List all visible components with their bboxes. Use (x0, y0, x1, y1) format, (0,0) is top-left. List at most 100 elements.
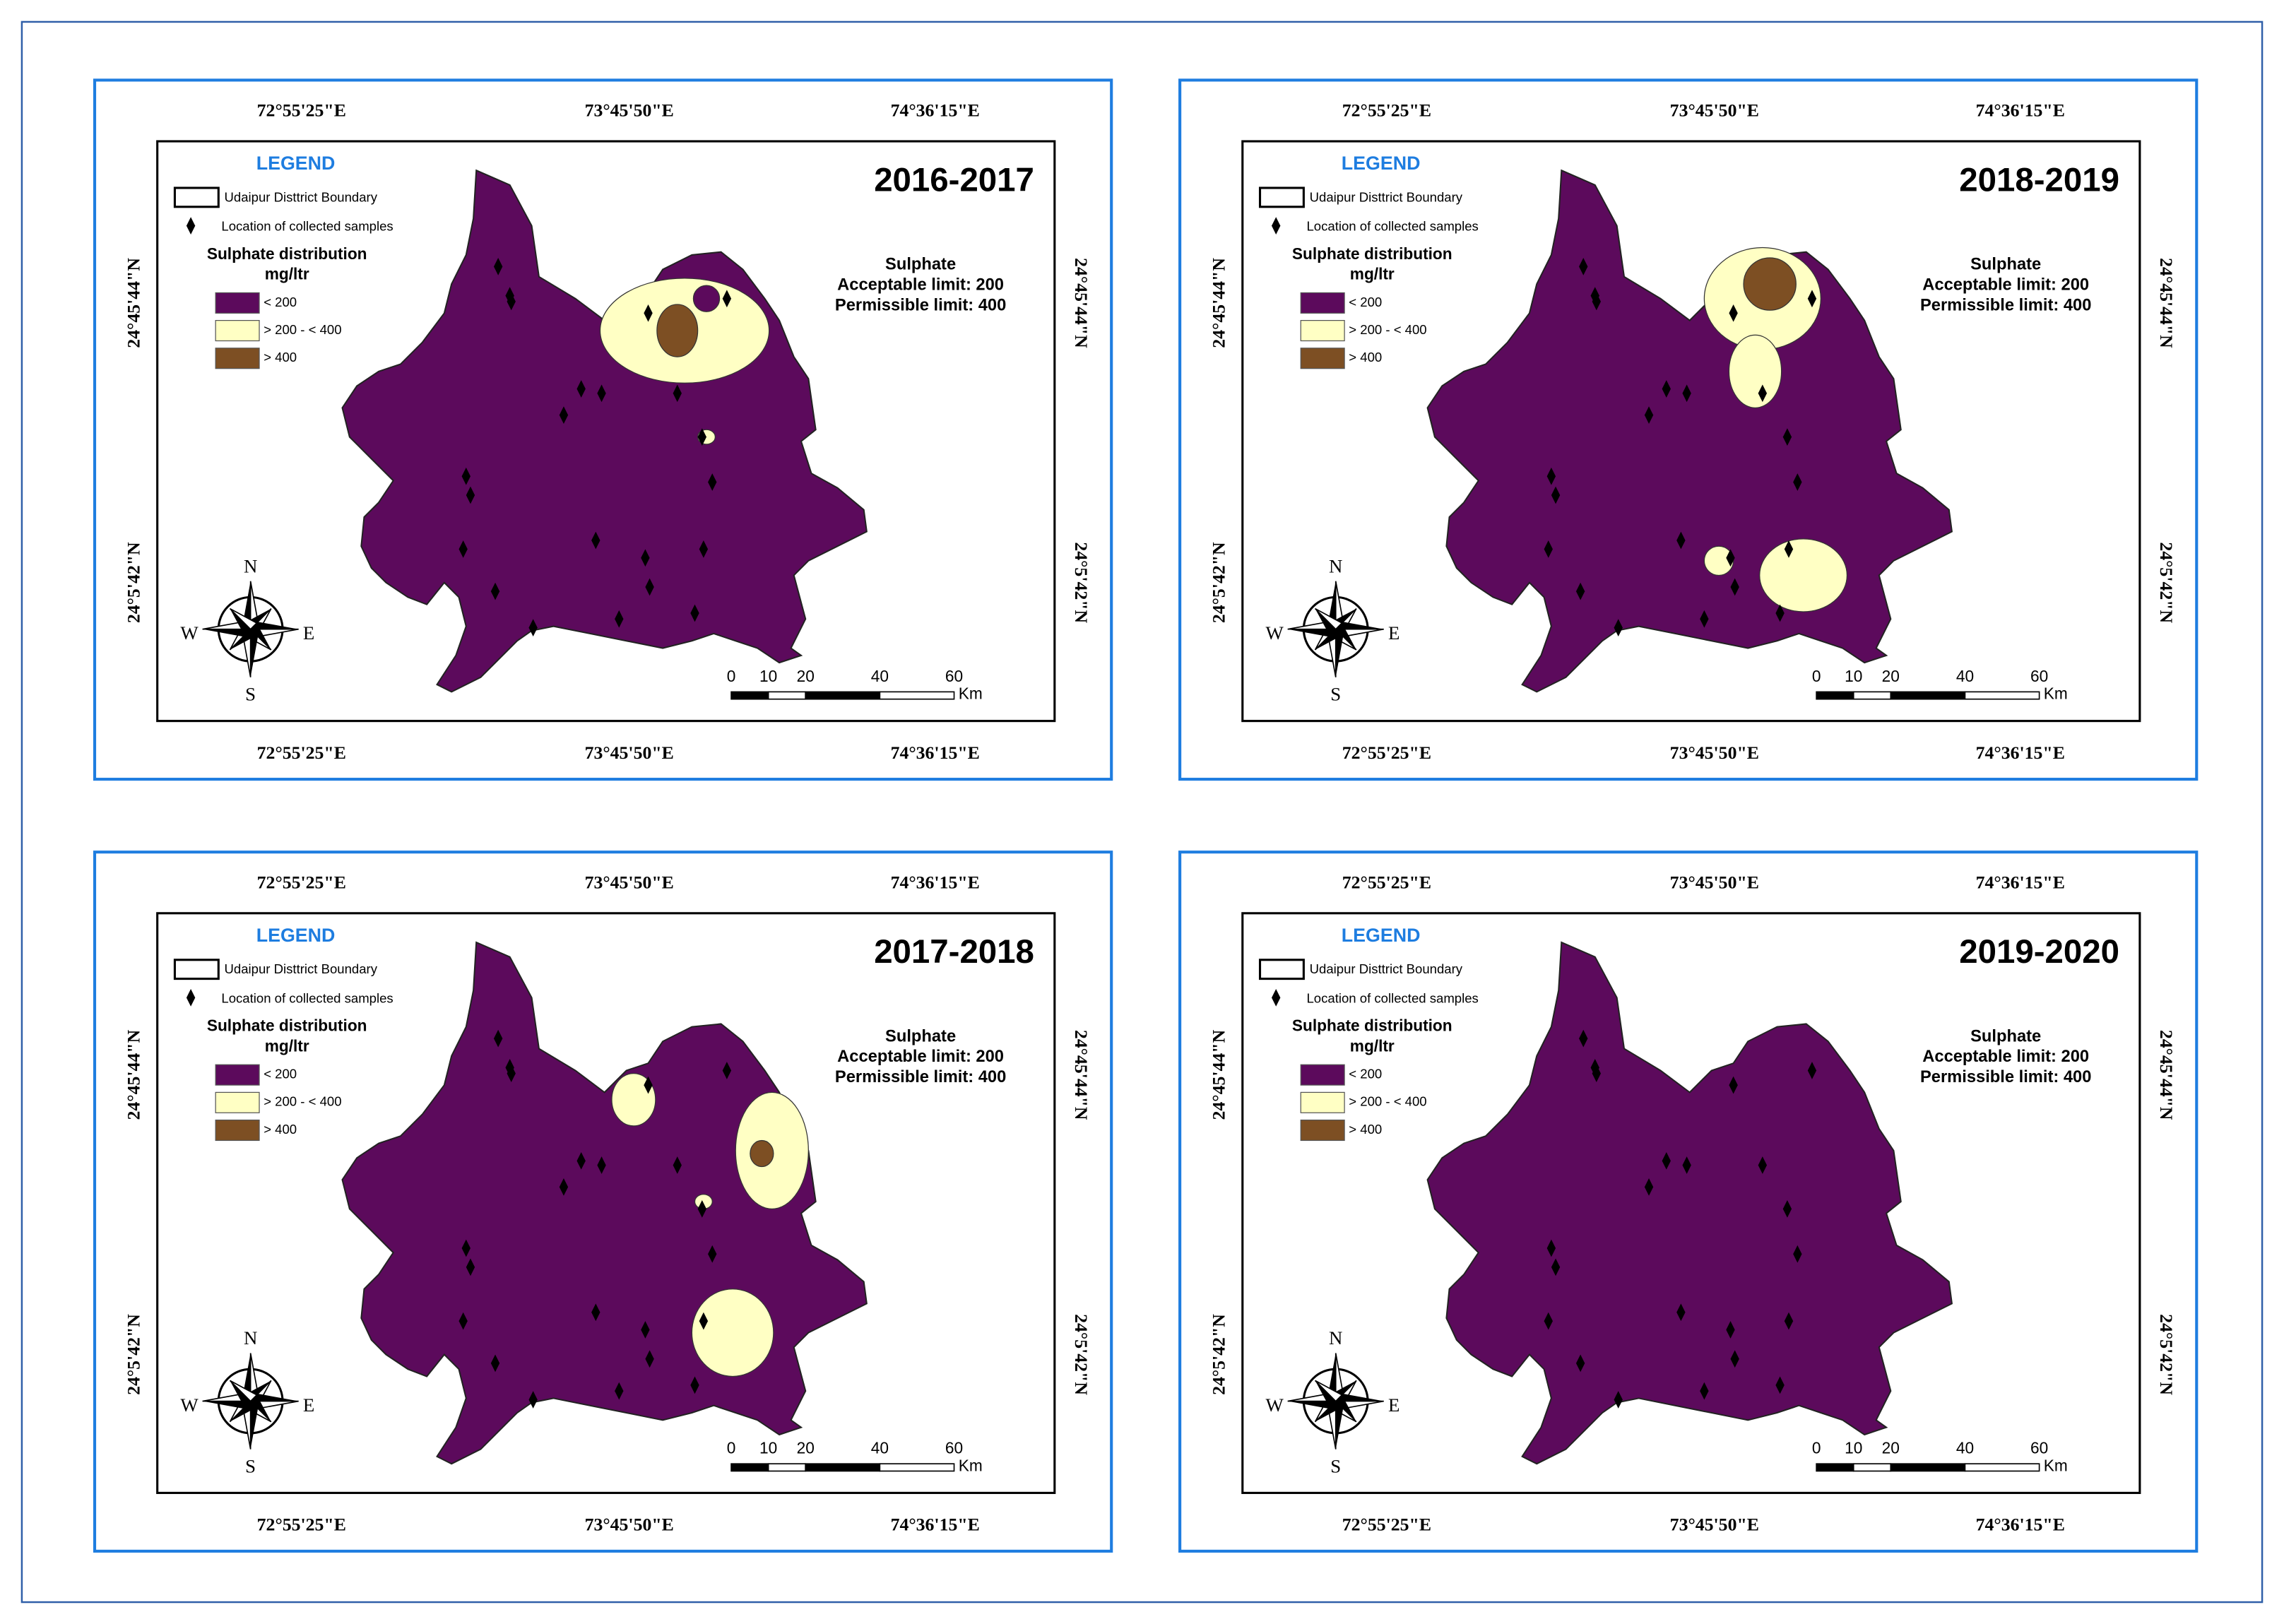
panel-frame (1178, 78, 2199, 781)
scale-label: 10 (759, 667, 777, 685)
sample-point (1700, 1382, 1709, 1400)
compass-point (202, 1401, 251, 1410)
limit-text: Acceptable limit: 200 (1922, 1048, 2089, 1066)
longitude-label: 74°36'15"E (1976, 1515, 2065, 1535)
sample-point (1592, 1065, 1601, 1082)
sample-point (1662, 380, 1671, 398)
sample-point (490, 1354, 500, 1373)
latitude-label: 24°45'44"N (2156, 1030, 2177, 1120)
compass-letter: N (244, 1327, 257, 1349)
class-swatch (1300, 348, 1345, 369)
sample-point (1546, 1239, 1556, 1257)
legend-boundary-swatch (1258, 186, 1305, 208)
distribution-title: Sulphate distribution (207, 244, 367, 263)
sample-point (1644, 406, 1654, 425)
map-title: 2016-2017 (874, 161, 1034, 198)
compass-point (1287, 629, 1336, 639)
longitude-label: 73°45'50"E (1670, 742, 1759, 763)
class-swatch (1300, 1091, 1345, 1113)
scale-label: 40 (871, 1439, 889, 1457)
longitude-label: 74°36'15"E (891, 100, 980, 121)
sample-point (1546, 467, 1556, 485)
legend-boundary-swatch (173, 186, 220, 208)
compass-point (229, 1380, 258, 1402)
longitude-label: 74°36'15"E (891, 742, 980, 763)
compass-point (229, 607, 258, 630)
sample-point (597, 384, 606, 403)
longitude-label: 72°55'25"E (1342, 1515, 1431, 1535)
scale-segment (1852, 1463, 1892, 1472)
sulphate-zone (1743, 257, 1797, 311)
scale-label: 20 (1882, 1439, 1900, 1457)
scale-label: 10 (759, 1439, 777, 1457)
scale-segment (767, 1463, 807, 1472)
scale-label: 10 (1845, 1439, 1862, 1457)
sample-point (1575, 1354, 1585, 1373)
sulphate-zone (1728, 334, 1782, 408)
latitude-label: 24°45'44"N (2156, 258, 2177, 348)
scale-label: 40 (1956, 1439, 1974, 1457)
scale-label: 60 (2030, 1439, 2048, 1457)
latitude-label: 24°45'44"N (1071, 258, 1091, 348)
sample-point (1579, 1029, 1588, 1048)
sample-point (559, 406, 569, 425)
longitude-label: 72°55'25"E (1342, 872, 1431, 892)
compass-point (1315, 608, 1336, 636)
compass-letter: E (1388, 622, 1400, 644)
limit-text: Sulphate (885, 1027, 956, 1045)
distribution-title: Sulphate distribution (1292, 244, 1452, 263)
class-label: > 200 - < 400 (264, 1094, 341, 1109)
legend-sample-symbol (186, 217, 196, 235)
sample-point (528, 1391, 538, 1409)
longitude-label: 74°36'15"E (1976, 742, 2065, 763)
latitude-label: 24°5'42"N (1071, 1314, 1091, 1395)
map-title: 2017-2018 (874, 933, 1034, 971)
longitude-label: 73°45'50"E (585, 742, 674, 763)
compass-point (250, 1401, 260, 1450)
class-label: < 200 (264, 1067, 297, 1081)
compass-point (1327, 581, 1336, 629)
class-label: > 400 (1349, 350, 1382, 364)
sample-point (722, 1062, 732, 1079)
scale-segment (1890, 691, 1966, 700)
sample-point (493, 257, 503, 275)
sample-point (673, 384, 682, 403)
class-label: > 400 (264, 1122, 297, 1137)
scale-label: 0 (1812, 667, 1821, 685)
compass-letter: E (1388, 1394, 1400, 1416)
scale-segment (1964, 691, 2040, 700)
map-title: 2018-2019 (1959, 161, 2119, 198)
compass-point (230, 1380, 251, 1408)
scale-label: 20 (797, 667, 815, 685)
longitude-label: 72°55'25"E (257, 1515, 346, 1535)
compass-point (1287, 1401, 1336, 1410)
sample-point (1775, 604, 1785, 622)
legend-title: LEGEND (256, 153, 336, 174)
compass-letter: S (245, 1456, 256, 1477)
legend-sample-symbol (186, 989, 196, 1007)
sample-point (461, 467, 471, 485)
longitude-label: 74°36'15"E (891, 1515, 980, 1535)
district-boundary (1426, 941, 1953, 1465)
longitude-label: 73°45'50"E (585, 100, 674, 121)
sample-point (615, 610, 624, 628)
map-panel: 72°55'25"E 72°55'25"E 73°45'50"E 73°45'50"E… (1178, 78, 2199, 781)
compass-letter: N (1329, 555, 1342, 576)
distribution-unit: mg/ltr (265, 265, 309, 283)
scale-segment (1964, 1463, 2040, 1472)
limit-text: Permissible limit: 400 (835, 296, 1006, 314)
scale-label: 40 (1956, 667, 1974, 685)
scale-segment (730, 691, 769, 700)
scale-segment (805, 691, 881, 700)
longitude-label: 73°45'50"E (1670, 872, 1759, 892)
latitude-label: 24°5'42"N (124, 1314, 144, 1395)
compass-point (250, 620, 299, 629)
latitude-label: 24°5'42"N (2156, 1314, 2177, 1395)
longitude-label: 73°45'50"E (585, 1515, 674, 1535)
class-label: > 200 - < 400 (264, 322, 341, 337)
class-swatch (215, 292, 260, 314)
sample-point (722, 290, 732, 308)
compass-letter: S (245, 684, 256, 705)
sample-point (1551, 486, 1561, 504)
panel-frame (1178, 850, 2199, 1553)
